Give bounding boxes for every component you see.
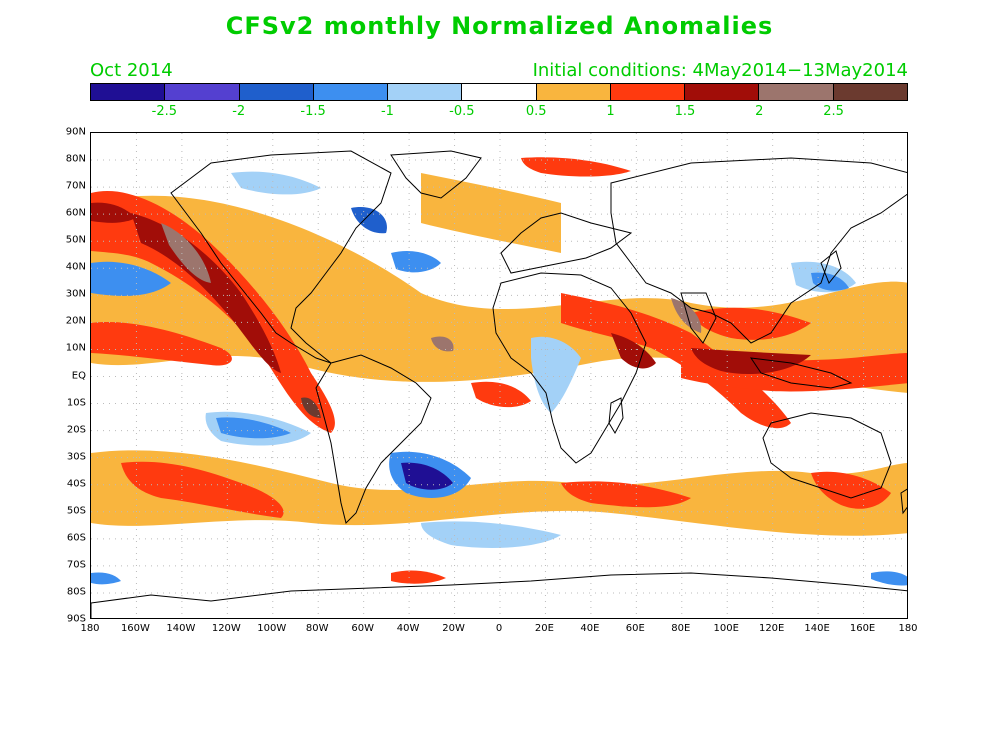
color-scale-label: -2: [232, 104, 246, 119]
color-scale-label: 0.5: [525, 104, 547, 119]
color-scale-label: 1: [606, 104, 615, 119]
color-scale-segment: [91, 84, 166, 100]
color-scale-segment: [685, 84, 760, 100]
grid-lines: [91, 133, 907, 618]
longitude-label: 80W: [305, 623, 329, 634]
latitude-label: 90S: [66, 613, 86, 625]
longitude-label: 160E: [849, 623, 876, 634]
color-scale-label: -0.5: [449, 104, 475, 119]
color-scale-label: -2.5: [151, 104, 178, 119]
latitude-label: 60N: [65, 207, 86, 219]
color-scale-labels: -2.5 -2 -1.5 -1 -0.5 0.5 1 1.5 2 2.5: [90, 104, 908, 120]
color-scale-label: 2: [755, 104, 764, 119]
longitude-label: 20E: [534, 623, 554, 634]
color-scale-segment: [239, 84, 314, 100]
longitude-label: 180: [898, 623, 918, 634]
latitude-label: 80S: [66, 586, 86, 598]
latitude-label: 30S: [66, 451, 86, 463]
longitude-label: 160W: [120, 623, 150, 634]
color-scale-segment: [313, 84, 389, 100]
color-scale-label: 1.5: [674, 104, 696, 119]
latitude-label: 90N: [65, 126, 86, 138]
color-scale-segment: [536, 84, 611, 100]
longitude-label: 60W: [351, 623, 374, 634]
latitude-label: 20N: [65, 315, 86, 327]
longitude-label: 60E: [625, 623, 645, 634]
color-scale-segment: [165, 84, 240, 100]
latitude-label: 10S: [66, 397, 86, 409]
color-scale-segment: [388, 84, 463, 100]
latitude-label: 30N: [65, 288, 86, 300]
forecast-month: Oct 2014: [90, 60, 173, 81]
longitude-label: 100E: [713, 623, 739, 634]
color-scale-label: -1: [380, 104, 394, 119]
initial-conditions: Initial conditions: 4May2014−13May2014: [532, 60, 908, 81]
latitude-label: EQ: [71, 370, 86, 381]
color-scale-segment: [462, 84, 537, 100]
color-scale-label: -1.5: [300, 104, 326, 119]
latitude-label: 60S: [66, 532, 86, 544]
latitude-label: 40N: [65, 261, 86, 273]
latitude-label: 10N: [65, 342, 86, 354]
color-scale-segment: [833, 84, 907, 100]
anomaly-fields: [91, 157, 907, 586]
longitude-label: 0: [495, 623, 503, 634]
color-scale-segment: [610, 84, 686, 100]
latitude-label: 50N: [65, 234, 86, 246]
longitude-label: 40E: [580, 623, 600, 634]
longitude-label: 120W: [211, 623, 241, 634]
latitude-label: 70S: [66, 559, 86, 571]
coastlines: [91, 150, 907, 618]
latitude-label: 40S: [66, 478, 86, 490]
latitude-label: 50S: [66, 505, 86, 517]
chart-title: CFSv2 monthly Normalized Anomalies: [225, 12, 774, 40]
longitude-label: 120E: [758, 623, 785, 634]
longitude-label: 140E: [804, 623, 830, 634]
anomaly-map: [90, 132, 908, 619]
color-scale-label: 2.5: [823, 104, 844, 119]
latitude-label: 80N: [65, 153, 86, 165]
longitude-label: 100W: [257, 623, 287, 634]
color-scale-segment: [759, 84, 834, 100]
longitude-label: 20W: [442, 623, 465, 634]
latitude-label: 20S: [66, 424, 86, 436]
longitude-label: 40W: [396, 623, 420, 634]
longitude-label: 140W: [166, 623, 196, 634]
color-scale-bar: [90, 83, 908, 101]
latitude-label: 70N: [65, 180, 86, 192]
map-canvas: [91, 133, 907, 618]
longitude-label: 80E: [671, 623, 691, 634]
longitude-label: 180: [80, 623, 100, 634]
